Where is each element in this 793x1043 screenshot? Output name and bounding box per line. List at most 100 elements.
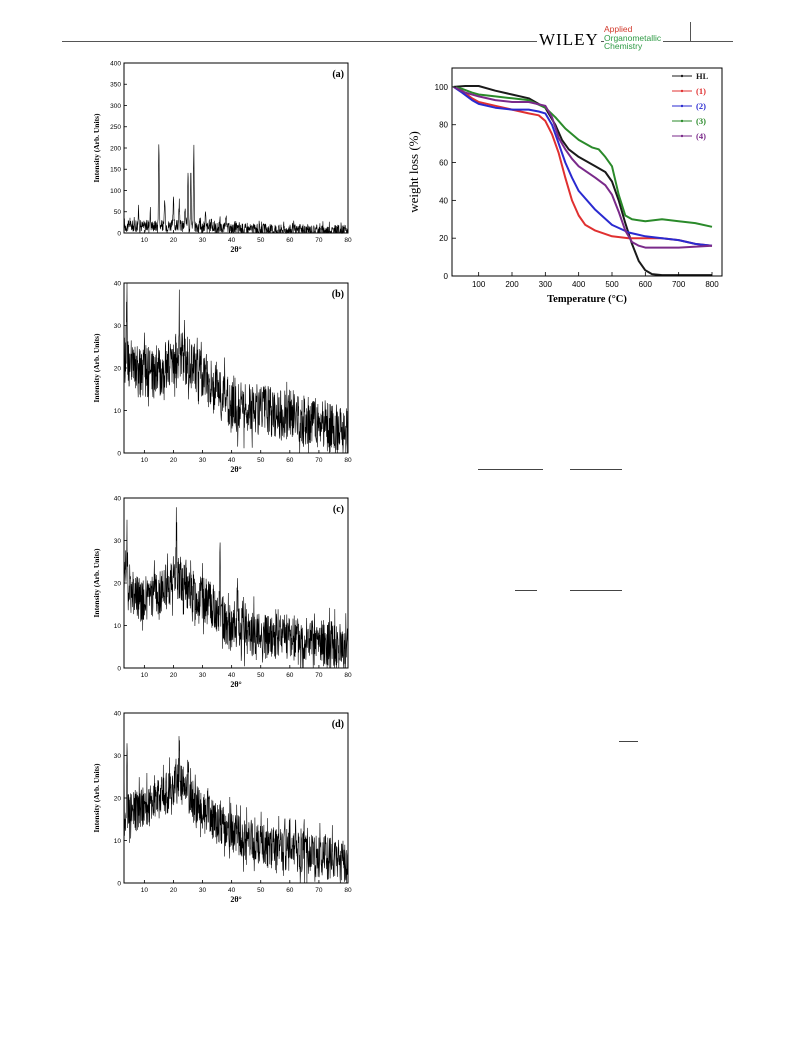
y-tick-label: 40	[114, 495, 122, 502]
y-axis-label: weight loss (%)	[406, 131, 421, 213]
y-tick-label: 10	[114, 623, 122, 630]
x-axis-label: Temperature (°C)	[547, 294, 627, 305]
x-tick-label: 60	[286, 237, 294, 244]
x-tick-label: 80	[344, 672, 352, 679]
x-tick-label: 60	[286, 457, 294, 464]
equation-fraction-bar	[478, 469, 543, 470]
y-tick-label: 250	[110, 124, 121, 131]
y-tick-label: 0	[117, 450, 121, 457]
x-axis-label: 2θ°	[230, 465, 241, 474]
x-tick-label: 70	[315, 457, 323, 464]
x-tick-label: 100	[472, 280, 486, 289]
x-tick-label: 80	[344, 457, 352, 464]
journal-name: Applied Organometallic Chemistry	[604, 24, 664, 51]
y-tick-label: 60	[439, 159, 448, 168]
y-tick-label: 20	[114, 580, 122, 587]
x-tick-label: 30	[199, 237, 207, 244]
xrd-pattern-line	[123, 736, 349, 884]
panel-label: (a)	[332, 69, 344, 80]
journal-line-3: Chemistry	[604, 41, 643, 51]
y-tick-label: 40	[439, 196, 448, 205]
journal-line-1: Applied	[604, 24, 633, 34]
x-tick-label: 20	[170, 887, 178, 894]
tga-series-line-3	[453, 85, 713, 228]
x-tick-label: 50	[257, 672, 265, 679]
x-tick-label: 30	[199, 457, 207, 464]
x-tick-label: 10	[141, 887, 149, 894]
y-tick-label: 20	[439, 234, 448, 243]
x-tick-label: 30	[199, 887, 207, 894]
x-tick-label: 70	[315, 672, 323, 679]
y-tick-label: 0	[117, 665, 121, 672]
legend-marker-4	[680, 134, 684, 138]
x-tick-label: 10	[141, 457, 149, 464]
y-tick-label: 50	[114, 209, 122, 216]
x-tick-label: 60	[286, 672, 294, 679]
equation-fraction-bar	[570, 590, 622, 591]
legend-label-0: HL	[696, 71, 709, 81]
tga-chart: 100 200 300 400 500 600 700 800 0 20 40 60 80 100 Temp…	[406, 67, 723, 305]
x-tick-label: 20	[170, 672, 178, 679]
y-axis-label: Intensity (Arb. Units)	[92, 113, 101, 182]
y-tick-label: 400	[110, 60, 121, 67]
y-tick-label: 40	[114, 280, 122, 287]
y-tick-label: 100	[110, 188, 121, 195]
y-tick-label: 0	[117, 880, 121, 887]
y-axis-label: Intensity (Arb. Units)	[92, 548, 101, 617]
legend-label-3: (3)	[696, 116, 706, 126]
y-tick-label: 20	[114, 795, 122, 802]
xrd-pattern-line	[123, 144, 349, 235]
xrd-pattern-line	[123, 282, 349, 454]
y-axis-label: Intensity (Arb. Units)	[92, 763, 101, 832]
y-tick-label: 30	[114, 753, 122, 760]
x-tick-label: 70	[315, 237, 323, 244]
y-tick-label: 0	[117, 230, 121, 237]
x-tick-label: 40	[228, 887, 236, 894]
tga-series-line-0	[453, 85, 712, 277]
x-tick-label: 50	[257, 237, 265, 244]
header-rule	[62, 41, 733, 42]
y-tick-label: 350	[110, 82, 121, 89]
y-tick-label: 20	[114, 365, 122, 372]
legend-marker-0	[680, 74, 684, 78]
legend-marker-3	[680, 119, 684, 123]
y-tick-label: 80	[439, 121, 448, 130]
xrd-chart-a: 10 20 30 40 50 60 70 80 0 50 100 150 200 250 300 350 400…	[92, 60, 352, 254]
x-tick-label: 20	[170, 457, 178, 464]
equation-fraction-bar	[619, 741, 638, 742]
y-tick-label: 100	[435, 83, 449, 92]
publisher-logo: WILEY	[537, 30, 601, 50]
x-tick-label: 50	[257, 457, 265, 464]
x-tick-label: 400	[572, 280, 586, 289]
y-tick-label: 10	[114, 838, 122, 845]
y-tick-label: 30	[114, 323, 122, 330]
y-tick-label: 150	[110, 167, 121, 174]
header-tick	[690, 22, 691, 41]
y-tick-label: 200	[110, 145, 121, 152]
tga-series-line-1	[453, 85, 713, 247]
x-tick-label: 600	[639, 280, 653, 289]
x-tick-label: 500	[605, 280, 619, 289]
y-tick-label: 300	[110, 103, 121, 110]
tga-series-line-4	[453, 86, 713, 249]
x-tick-label: 70	[315, 887, 323, 894]
x-tick-label: 60	[286, 887, 294, 894]
panel-label: (b)	[332, 289, 344, 300]
x-tick-label: 10	[141, 237, 149, 244]
tga-series-line-2	[453, 86, 713, 247]
x-axis-label: 2θ°	[230, 245, 241, 254]
panel-label: (c)	[333, 504, 344, 515]
legend-label-2: (2)	[696, 101, 706, 111]
plot-frame	[123, 62, 349, 234]
xrd-pattern-line	[123, 507, 349, 669]
x-tick-label: 800	[705, 280, 719, 289]
x-tick-label: 20	[170, 237, 178, 244]
x-tick-label: 40	[228, 457, 236, 464]
panel-label: (d)	[332, 719, 344, 730]
y-tick-label: 0	[444, 272, 449, 281]
x-tick-label: 200	[505, 280, 519, 289]
legend-marker-2	[680, 104, 684, 108]
plot-frame	[451, 67, 723, 277]
